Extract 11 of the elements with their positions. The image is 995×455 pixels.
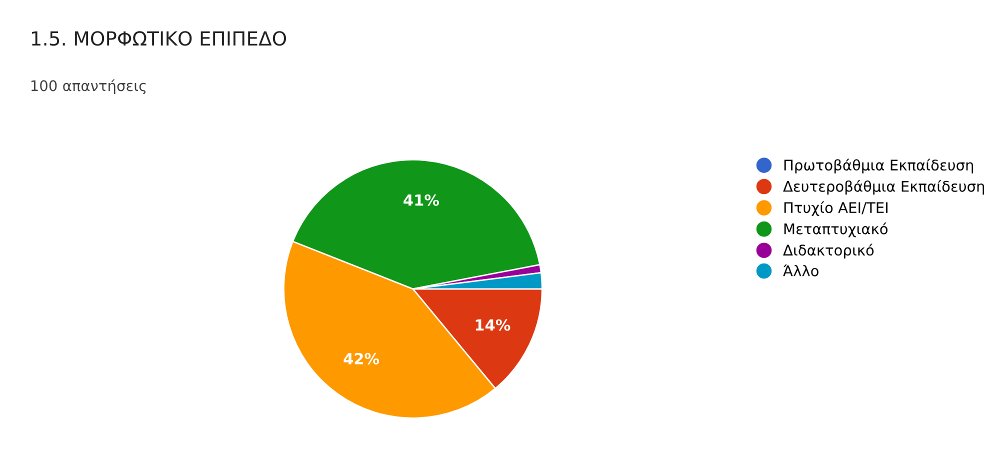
legend-label: Πτυχίο ΑΕΙ/ΤΕΙ bbox=[784, 201, 888, 216]
data-label: 41% bbox=[404, 194, 439, 206]
chart-title: 1.5. ΜΟΡΦΩΤΙΚΟ ΕΠΙΠΕΔΟ bbox=[32, 31, 286, 46]
data-label: 42% bbox=[344, 352, 380, 364]
legend-label: Μεταπτυχιακό bbox=[784, 222, 888, 238]
data-label: 14% bbox=[476, 319, 510, 331]
legend-label: Δευτεροβάθμια Εκπαίδευση bbox=[783, 180, 984, 195]
legend-label: Άλλο bbox=[783, 264, 818, 276]
legend-label: Πρωτοβάθμια Εκπαίδευση bbox=[784, 158, 974, 174]
legend-label: Διδακτορικό bbox=[783, 244, 874, 258]
text: 100 απαντήσεις bbox=[31, 79, 146, 94]
